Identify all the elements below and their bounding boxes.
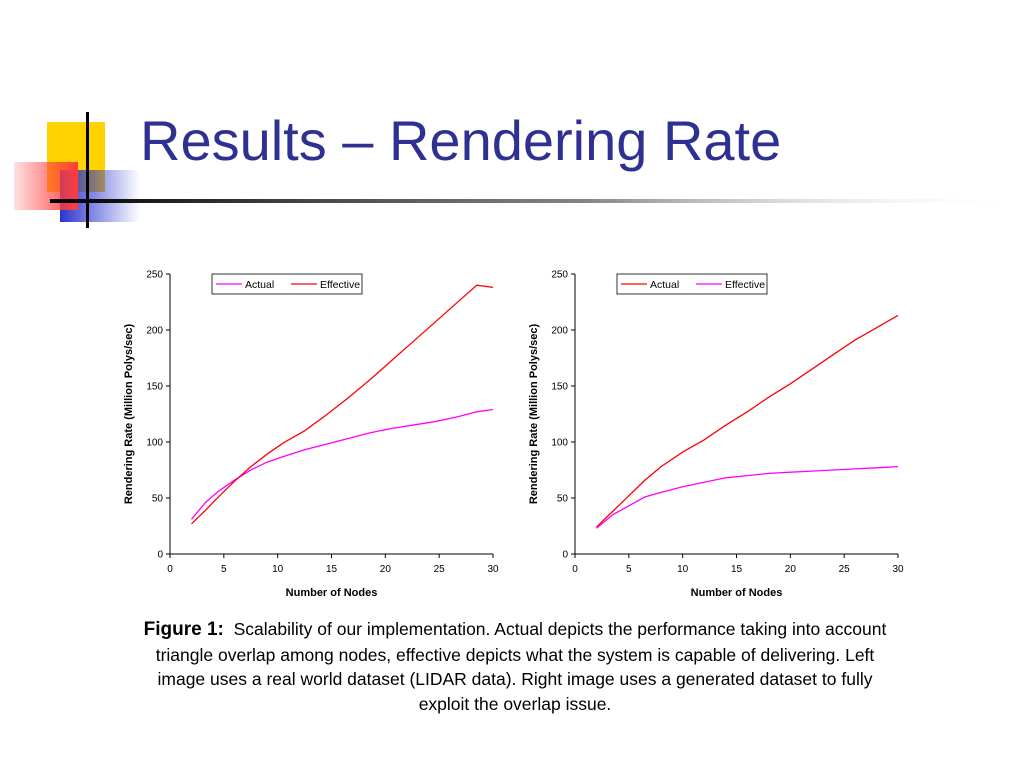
- chart-1-legend-label-actual: Actual: [650, 279, 679, 291]
- chart-0-y-tick-label: 150: [146, 382, 163, 393]
- title-decoration: [14, 112, 1024, 228]
- figure-caption: Figure 1: Scalability of our implementat…: [130, 617, 900, 716]
- chart-1-legend-label-effective: Effective: [725, 279, 765, 291]
- chart-1-y-tick-label: 250: [551, 270, 568, 281]
- chart-1-x-tick-label: 25: [839, 564, 851, 575]
- chart-0-x-tick-label: 5: [221, 564, 227, 575]
- chart-1-x-tick-label: 0: [572, 564, 578, 575]
- chart-0-y-axis-title: Rendering Rate (Million Polys/sec): [123, 324, 135, 505]
- chart-generated: 0 50 100 150 200 250 0 5 10 15 20 25 30 Number of Nod…: [515, 262, 915, 607]
- title-underline: [50, 199, 1024, 203]
- chart-0-legend-label-effective: Effective: [320, 279, 360, 291]
- chart-1-x-axis-title: Number of Nodes: [691, 587, 783, 599]
- chart-1-y-tick-label: 50: [557, 494, 569, 505]
- chart-0-x-tick-label: 15: [326, 564, 338, 575]
- chart-generated-svg: 0 50 100 150 200 250 0 5 10 15 20 25 30 Number of Nod…: [528, 270, 904, 600]
- chart-1-x-tick-label: 15: [731, 564, 743, 575]
- chart-0-legend-label-actual: Actual: [245, 279, 274, 291]
- chart-1-y-tick-label: 200: [551, 326, 568, 337]
- chart-1-series-actual-line: [596, 314, 899, 528]
- chart-1-y-tick-label: 150: [551, 382, 568, 393]
- chart-0-series-effective-line: [191, 284, 494, 525]
- chart-0-y-tick-label: 50: [152, 494, 164, 505]
- chart-1-x-tick-label: 30: [892, 564, 904, 575]
- chart-0-x-tick-label: 30: [487, 564, 499, 575]
- chart-0-x-tick-label: 25: [434, 564, 446, 575]
- chart-0-y-tick-label: 250: [146, 270, 163, 281]
- chart-1-series-effective-line: [596, 465, 899, 529]
- chart-1-legend: Actual Effective: [616, 273, 768, 295]
- chart-1-y-tick-label: 100: [551, 438, 568, 449]
- figure-label: Figure 1:: [143, 619, 224, 640]
- figure-caption-text: Scalability of our implementation. Actua…: [155, 619, 887, 714]
- chart-0-x-tick-label: 10: [272, 564, 284, 575]
- chart-1-x-tick-label: 10: [677, 564, 689, 575]
- chart-1-x-tick-label: 5: [626, 564, 632, 575]
- chart-lidar-svg: 0 50 100 150 200 250 0 5 10 15 20 25 30 Number of Nod…: [123, 270, 499, 600]
- chart-0-y-tick-label: 100: [146, 438, 163, 449]
- chart-1-y-tick-label: 0: [562, 550, 568, 561]
- chart-0-y-tick-label: 200: [146, 326, 163, 337]
- page-title: Results – Rendering Rate: [140, 109, 782, 172]
- chart-1-legend-box: [616, 273, 768, 295]
- chart-0-legend: Actual Effective: [211, 273, 363, 295]
- chart-1-x-tick-label: 20: [785, 564, 797, 575]
- chart-0-x-tick-label: 20: [380, 564, 392, 575]
- chart-0-x-axis-title: Number of Nodes: [286, 587, 378, 599]
- chart-lidar: 0 50 100 150 200 250 0 5 10 15 20 25 30 Number of Nod…: [110, 262, 510, 607]
- chart-0-x-tick-label: 0: [167, 564, 173, 575]
- chart-1-y-axis-title: Rendering Rate (Million Polys/sec): [528, 324, 540, 505]
- chart-0-series-actual-line: [191, 408, 494, 520]
- decor-vertical-line: [86, 112, 89, 228]
- chart-0-y-tick-label: 0: [157, 550, 163, 561]
- chart-0-legend-box: [211, 273, 363, 295]
